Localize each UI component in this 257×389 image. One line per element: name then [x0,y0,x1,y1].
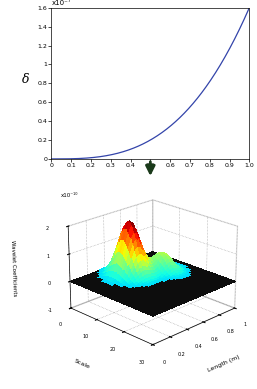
Y-axis label: δ: δ [22,74,29,86]
Text: x10⁻¹⁰: x10⁻¹⁰ [61,193,78,198]
X-axis label: Length (m): Length (m) [207,355,241,373]
Text: x10⁻⁷: x10⁻⁷ [51,0,71,6]
Y-axis label: Scale: Scale [73,358,91,370]
